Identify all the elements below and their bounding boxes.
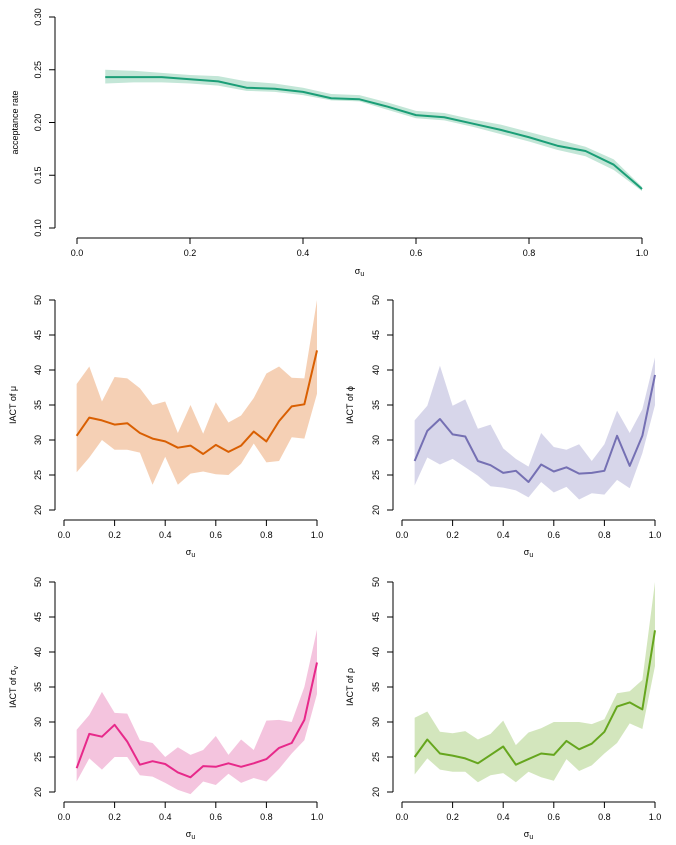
y-tick-label: 25 xyxy=(33,752,43,762)
y-tick-label: 35 xyxy=(33,682,43,692)
x-tick-label: 0.6 xyxy=(410,248,423,258)
x-axis-label: σu xyxy=(355,266,365,278)
x-tick-label: 0.6 xyxy=(210,530,223,540)
y-axis-label: IACT of μ xyxy=(8,386,18,424)
iact-phi-panel: 0.0 0.2 0.4 0.6 0.8 1.0 20 25 30 35 40 45 50 σu IACT o… xyxy=(345,295,661,559)
x-tick-label: 0.2 xyxy=(108,812,121,822)
y-tick-label: 45 xyxy=(33,612,43,622)
x-tick-label: 1.0 xyxy=(311,530,324,540)
y-tick-label: 25 xyxy=(33,470,43,480)
x-tick-label: 0.8 xyxy=(598,812,611,822)
y-axis-label: acceptance rate xyxy=(10,90,20,154)
y-tick-label: 20 xyxy=(371,505,381,515)
x-tick-label: 0.4 xyxy=(497,812,510,822)
x-tick-label: 0.2 xyxy=(446,812,459,822)
x-tick-label: 0.8 xyxy=(598,530,611,540)
confidence-band xyxy=(76,629,318,795)
x-tick-label: 0.4 xyxy=(159,812,172,822)
x-tick-label: 0.4 xyxy=(297,248,310,258)
y-tick-label: 35 xyxy=(371,682,381,692)
x-tick-label: 0.8 xyxy=(260,812,273,822)
y-tick-label: 40 xyxy=(33,647,43,657)
x-tick-label: 0.0 xyxy=(58,812,71,822)
x-tick-label: 0.8 xyxy=(260,530,273,540)
y-tick-label: 25 xyxy=(371,752,381,762)
x-tick-label: 0.0 xyxy=(71,248,84,258)
series-line xyxy=(413,374,656,483)
y-tick-label: 0.25 xyxy=(33,61,43,79)
x-tick-label: 1.0 xyxy=(636,248,649,258)
x-tick-label: 0.6 xyxy=(210,812,223,822)
x-axis-label: σu xyxy=(524,547,534,559)
x-tick-label: 1.0 xyxy=(649,530,662,540)
y-tick-label: 35 xyxy=(371,400,381,410)
x-tick-label: 0.4 xyxy=(159,530,172,540)
y-tick-label: 50 xyxy=(33,577,43,587)
y-tick-label: 20 xyxy=(33,787,43,797)
x-tick-label: 0.6 xyxy=(548,530,561,540)
x-tick-label: 0.6 xyxy=(548,812,561,822)
x-tick-label: 0.0 xyxy=(396,812,409,822)
y-tick-label: 45 xyxy=(371,330,381,340)
iact-mu-panel: 0.0 0.2 0.4 0.6 0.8 1.0 20 25 30 35 40 45 50 σu IACT o… xyxy=(8,295,323,559)
y-tick-label: 30 xyxy=(371,717,381,727)
confidence-band xyxy=(414,582,655,783)
y-tick-label: 20 xyxy=(371,787,381,797)
y-tick-label: 45 xyxy=(371,612,381,622)
iact-rho-panel: 0.0 0.2 0.4 0.6 0.8 1.0 20 25 30 35 40 45 50 σu IACT o… xyxy=(345,577,661,841)
y-tick-label: 40 xyxy=(371,647,381,657)
y-tick-label: 40 xyxy=(371,365,381,375)
y-tick-label: 50 xyxy=(371,577,381,587)
y-tick-label: 30 xyxy=(371,435,381,445)
series-line xyxy=(105,76,643,190)
y-axis-label: IACT of ϕ xyxy=(345,386,355,424)
y-axis-label: IACT of ρ xyxy=(345,668,355,706)
x-tick-label: 0.8 xyxy=(523,248,536,258)
x-tick-label: 0.0 xyxy=(396,530,409,540)
x-tick-label: 0.2 xyxy=(446,530,459,540)
y-tick-label: 45 xyxy=(33,330,43,340)
y-tick-label: 25 xyxy=(371,470,381,480)
y-tick-label: 0.30 xyxy=(33,8,43,26)
x-tick-label: 0.2 xyxy=(108,530,121,540)
iact-sigma-v-panel: 0.0 0.2 0.4 0.6 0.8 1.0 20 25 30 35 40 45 50 σu IACT o… xyxy=(8,577,323,841)
y-tick-label: 30 xyxy=(33,435,43,445)
x-axis-label: σu xyxy=(186,547,196,559)
confidence-band xyxy=(76,300,318,485)
x-tick-label: 0.4 xyxy=(497,530,510,540)
y-tick-label: 0.10 xyxy=(33,219,43,237)
acceptance-rate-panel: 0.0 0.2 0.4 0.6 0.8 1.0 0.10 0.15 0.20 0.25 0.30 σu… xyxy=(10,8,648,278)
confidence-band xyxy=(414,357,655,500)
y-tick-label: 0.20 xyxy=(33,114,43,132)
y-tick-label: 20 xyxy=(33,505,43,515)
x-tick-label: 0.2 xyxy=(184,248,197,258)
y-tick-label: 0.15 xyxy=(33,166,43,184)
confidence-band xyxy=(105,69,642,192)
y-tick-label: 50 xyxy=(371,295,381,305)
y-tick-label: 35 xyxy=(33,400,43,410)
series-line xyxy=(413,630,656,766)
x-axis-label: σu xyxy=(186,829,196,841)
y-tick-label: 50 xyxy=(33,295,43,305)
y-tick-label: 30 xyxy=(33,717,43,727)
series-line xyxy=(75,350,318,455)
x-tick-label: 0.0 xyxy=(58,530,71,540)
x-axis-label: σu xyxy=(524,829,534,841)
x-tick-label: 1.0 xyxy=(649,812,662,822)
x-tick-label: 1.0 xyxy=(311,812,324,822)
y-tick-label: 40 xyxy=(33,365,43,375)
y-axis-label: IACT of σv xyxy=(8,666,20,708)
series-line xyxy=(75,662,318,779)
